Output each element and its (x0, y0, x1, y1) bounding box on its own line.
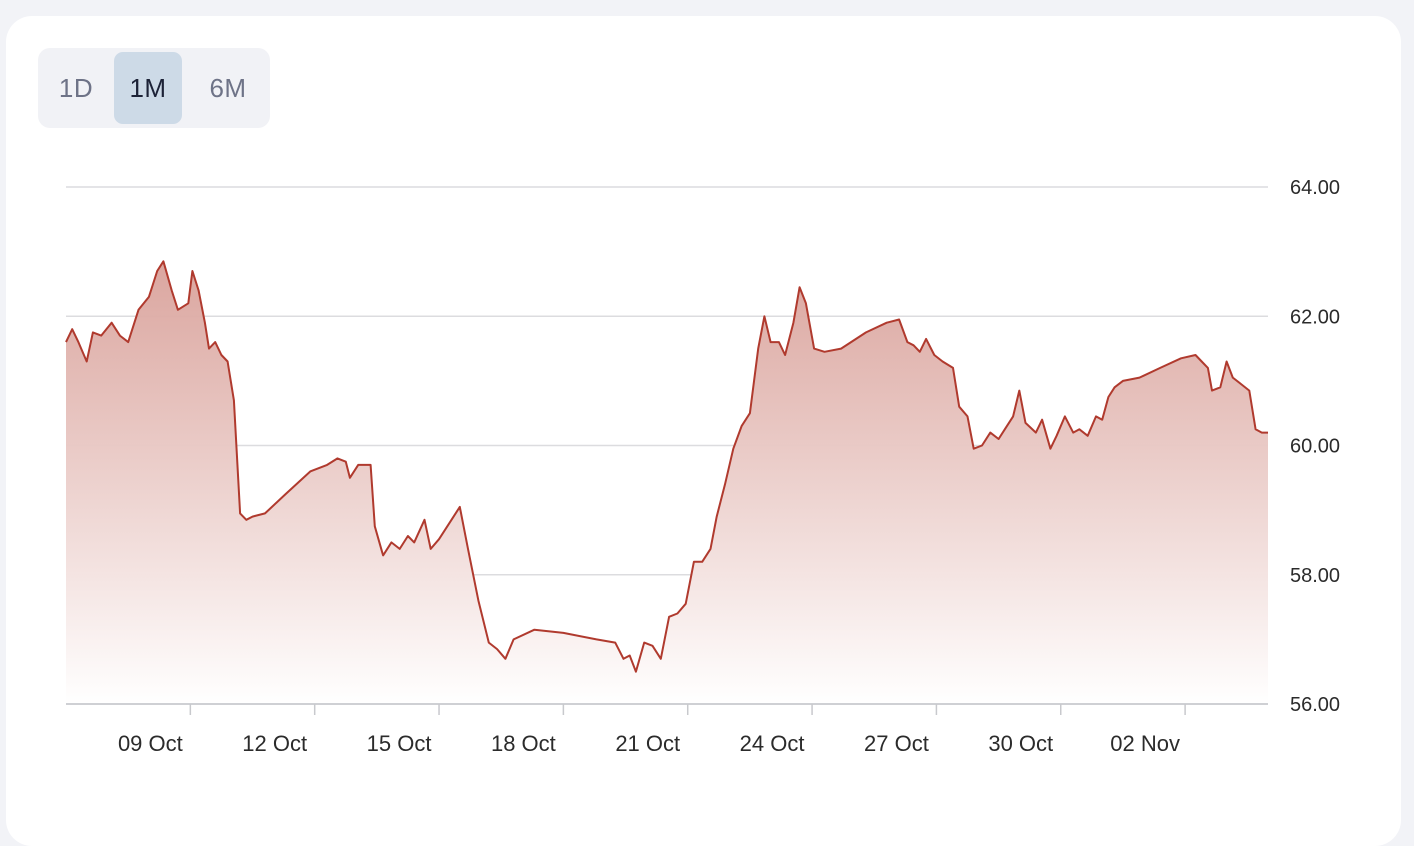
range-tab-1m[interactable]: 1M (114, 52, 182, 124)
y-tick-label: 60.00 (1290, 436, 1340, 458)
area-fill (65, 260, 1268, 704)
tick-labels: 56.00 58.00 60.00 62.00 64.00 09 Oct 12 Oct 15 … (118, 177, 1340, 756)
range-tab-6m[interactable]: 6M (209, 73, 247, 103)
x-tick-label: 09 Oct (118, 731, 183, 756)
y-tick-label: 62.00 (1290, 306, 1340, 328)
axes (66, 703, 1268, 715)
x-tick-label: 15 Oct (367, 731, 432, 756)
x-tick-label: 21 Oct (615, 731, 680, 756)
x-tick-label: 30 Oct (988, 731, 1053, 756)
y-tick-label: 56.00 (1290, 694, 1340, 716)
x-tick-label: 24 Oct (740, 731, 805, 756)
range-tab-1d[interactable]: 1D (58, 73, 94, 103)
x-tick-label: 12 Oct (242, 731, 307, 756)
y-tick-label: 64.00 (1290, 177, 1340, 199)
series-area (66, 261, 1268, 704)
y-tick-label: 58.00 (1290, 565, 1340, 587)
x-tick-label: 27 Oct (864, 731, 929, 756)
x-tick-label: 02 Nov (1110, 731, 1180, 756)
range-selector: 1D 1M 6M (38, 48, 270, 128)
x-tick-label: 18 Oct (491, 731, 556, 756)
series-line (65, 260, 1268, 673)
